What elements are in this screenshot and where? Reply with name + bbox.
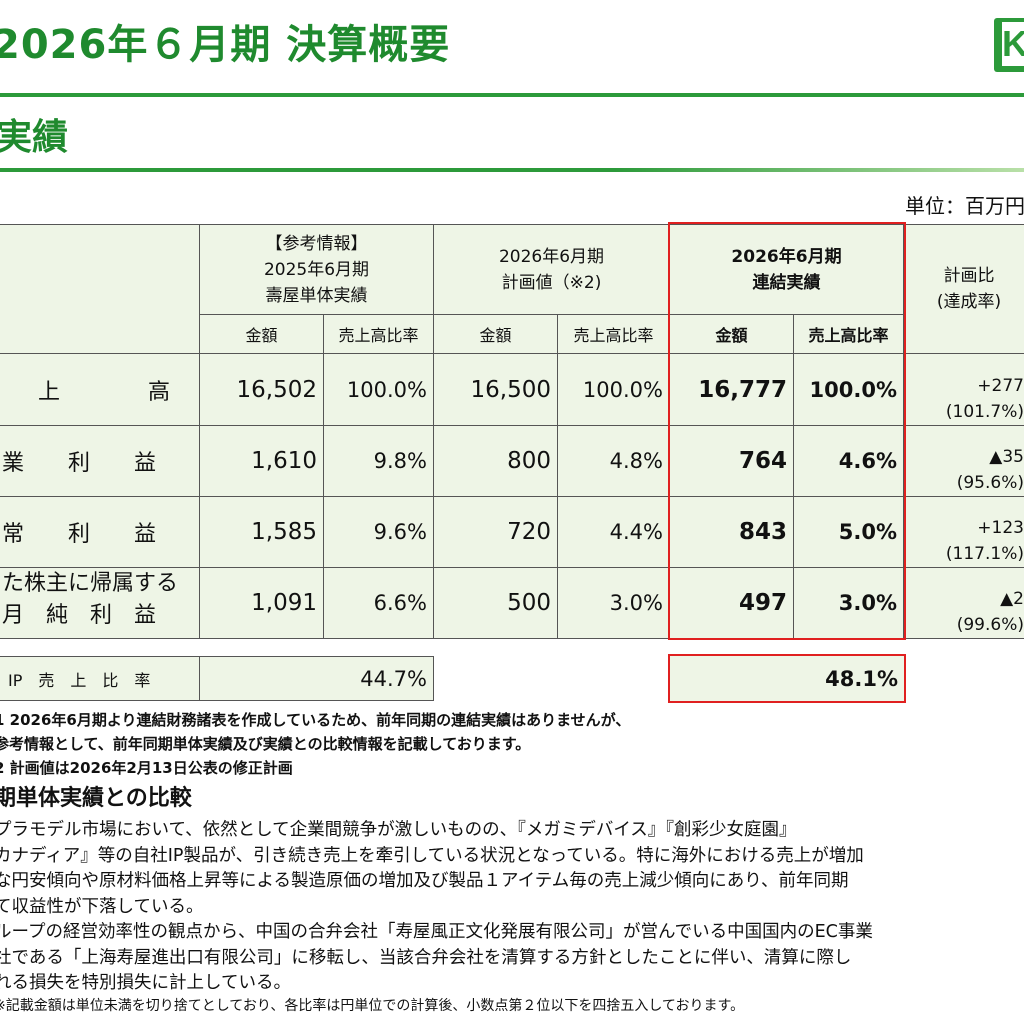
row-label: 業 利 益 <box>0 426 200 497</box>
note-line: 参考情報として、前年同期単体実績及び実績との比較情報を記載しております。 <box>0 735 531 753</box>
header-prev-line1: 【参考情報】 <box>265 233 368 254</box>
plan-ratio: 4.8% <box>558 426 670 497</box>
plan-ratio: 4.4% <box>558 497 670 568</box>
sub-actual-amount: 金額 <box>670 315 794 354</box>
comparison-body: プラモデル市場において、依然として企業間競争が激しいものの、『メガミデバイス』『… <box>0 818 873 997</box>
actual-amount: 16,777 <box>670 354 794 426</box>
comparison-heading: 期単体実績との比較 <box>0 786 192 811</box>
prev-ratio: 6.6% <box>324 568 434 639</box>
comparison-rate: (99.6%) <box>956 615 1024 635</box>
sub-prev-ratio: 売上高比率 <box>324 315 434 354</box>
actual-ratio: 5.0% <box>794 497 904 568</box>
header-actual-line2: 連結実績 <box>752 272 821 293</box>
plan-amount: 500 <box>434 568 558 639</box>
title-divider <box>0 93 1024 97</box>
ip-ratio-label: IP 売 上 比 率 <box>0 656 200 701</box>
comparison-line: カナディア』等の自社IP製品が、引き続き売上を牽引している状況となっている。特に… <box>0 845 864 866</box>
logo-letter: K <box>1002 22 1024 66</box>
prev-ratio: 9.6% <box>324 497 434 568</box>
comparison-line: れる損失を特別損失に計上している。 <box>0 973 291 993</box>
comparison-diff: +277 <box>977 376 1024 396</box>
header-plan-line2: 計画値（※2) <box>501 272 602 293</box>
header-prev-year: 【参考情報】 2025年6月期 壽屋単体実績 <box>200 224 434 315</box>
comparison-diff: ▲2 <box>1000 589 1024 609</box>
ip-ratio-actual: 48.1% <box>670 656 904 701</box>
sub-plan-ratio: 売上高比率 <box>558 315 670 354</box>
plan-comparison: +277 (101.7%) <box>904 354 1024 426</box>
actual-ratio: 4.6% <box>794 426 904 497</box>
comparison-diff: +123 <box>977 518 1024 538</box>
comparison-line: プラモデル市場において、依然として企業間競争が激しいものの、『メガミデバイス』『… <box>0 820 797 840</box>
header-actual-line1: 2026年6月期 <box>731 246 842 267</box>
header-prev-line2: 2025年6月期 <box>263 259 370 280</box>
header-prev-line3: 壽屋単体実績 <box>265 285 368 306</box>
plan-amount: 800 <box>434 426 558 497</box>
sub-prev-amount: 金額 <box>200 315 324 354</box>
prev-amount: 1,091 <box>200 568 324 639</box>
comparison-line: 社である「上海寿屋進出口有限公司」に移転し、当該合弁会社を清算する方針としたこと… <box>0 947 852 968</box>
table-notes: 1 2026年6月期より連結財務諸表を作成しているため、前年同期の連結実績はあり… <box>0 708 630 780</box>
comparison-rate: (101.7%) <box>945 402 1024 422</box>
prev-ratio: 9.8% <box>324 426 434 497</box>
header-ratio-line2: (達成率) <box>936 292 1002 312</box>
prev-amount: 16,502 <box>200 354 324 426</box>
header-ratio-line1: 計画比 <box>943 266 995 286</box>
row-label: 上 高 <box>0 354 200 426</box>
actual-ratio: 3.0% <box>794 568 904 639</box>
ip-ratio-prev: 44.7% <box>200 656 434 701</box>
note-line: 2 計画値は2026年2月13日公表の修正計画 <box>0 759 293 777</box>
actual-ratio: 100.0% <box>794 354 904 426</box>
row-label-line2: 月 純 利 益 <box>2 603 157 628</box>
unit-label: 単位：百万円 <box>905 194 1024 218</box>
comparison-rate: (117.1%) <box>945 544 1024 564</box>
sub-plan-amount: 金額 <box>434 315 558 354</box>
actual-amount: 497 <box>670 568 794 639</box>
comparison-line: な円安傾向や原材料価格上昇等による製造原価の増加及び製品１アイテム毎の売上減少傾… <box>0 871 849 891</box>
section-title: 実績 <box>0 117 69 158</box>
plan-ratio: 3.0% <box>558 568 670 639</box>
comparison-rate: (95.6%) <box>956 473 1024 493</box>
actual-amount: 764 <box>670 426 794 497</box>
sub-actual-ratio: 売上高比率 <box>794 315 904 354</box>
plan-ratio: 100.0% <box>558 354 670 426</box>
plan-amount: 720 <box>434 497 558 568</box>
row-label: た株主に帰属する 月 純 利 益 <box>0 568 200 639</box>
plan-comparison: ▲35 (95.6%) <box>904 426 1024 497</box>
plan-amount: 16,500 <box>434 354 558 426</box>
page-title: 2026年６月期 決算概要 <box>0 22 451 68</box>
plan-comparison: ▲2 (99.6%) <box>904 568 1024 639</box>
footnote: ※記載金額は単位未満を切り捨てとしており、各比率は円単位での計算後、小数点第２位… <box>0 998 745 1014</box>
row-label-line1: た株主に帰属する <box>2 571 179 596</box>
header-ratio: 計画比 (達成率) <box>904 224 1024 354</box>
company-logo: K <box>994 18 1024 72</box>
header-corner <box>0 224 200 354</box>
plan-comparison: +123 (117.1%) <box>904 497 1024 568</box>
header-plan: 2026年6月期 計画値（※2) <box>434 224 670 315</box>
header-actual: 2026年6月期 連結実績 <box>670 224 904 315</box>
prev-amount: 1,610 <box>200 426 324 497</box>
note-line: 1 2026年6月期より連結財務諸表を作成しているため、前年同期の連結実績はあり… <box>0 711 631 729</box>
prev-amount: 1,585 <box>200 497 324 568</box>
comparison-diff: ▲35 <box>989 447 1024 467</box>
prev-ratio: 100.0% <box>324 354 434 426</box>
comparison-line: ループの経営効率性の観点から、中国の合弁会社「寿屋風正文化発展有限公司」が営んで… <box>0 922 873 942</box>
section-divider <box>0 168 1024 172</box>
comparison-line: て収益性が下落している。 <box>0 896 204 917</box>
actual-amount: 843 <box>670 497 794 568</box>
header-plan-line1: 2026年6月期 <box>498 246 605 267</box>
row-label: 常 利 益 <box>0 497 200 568</box>
